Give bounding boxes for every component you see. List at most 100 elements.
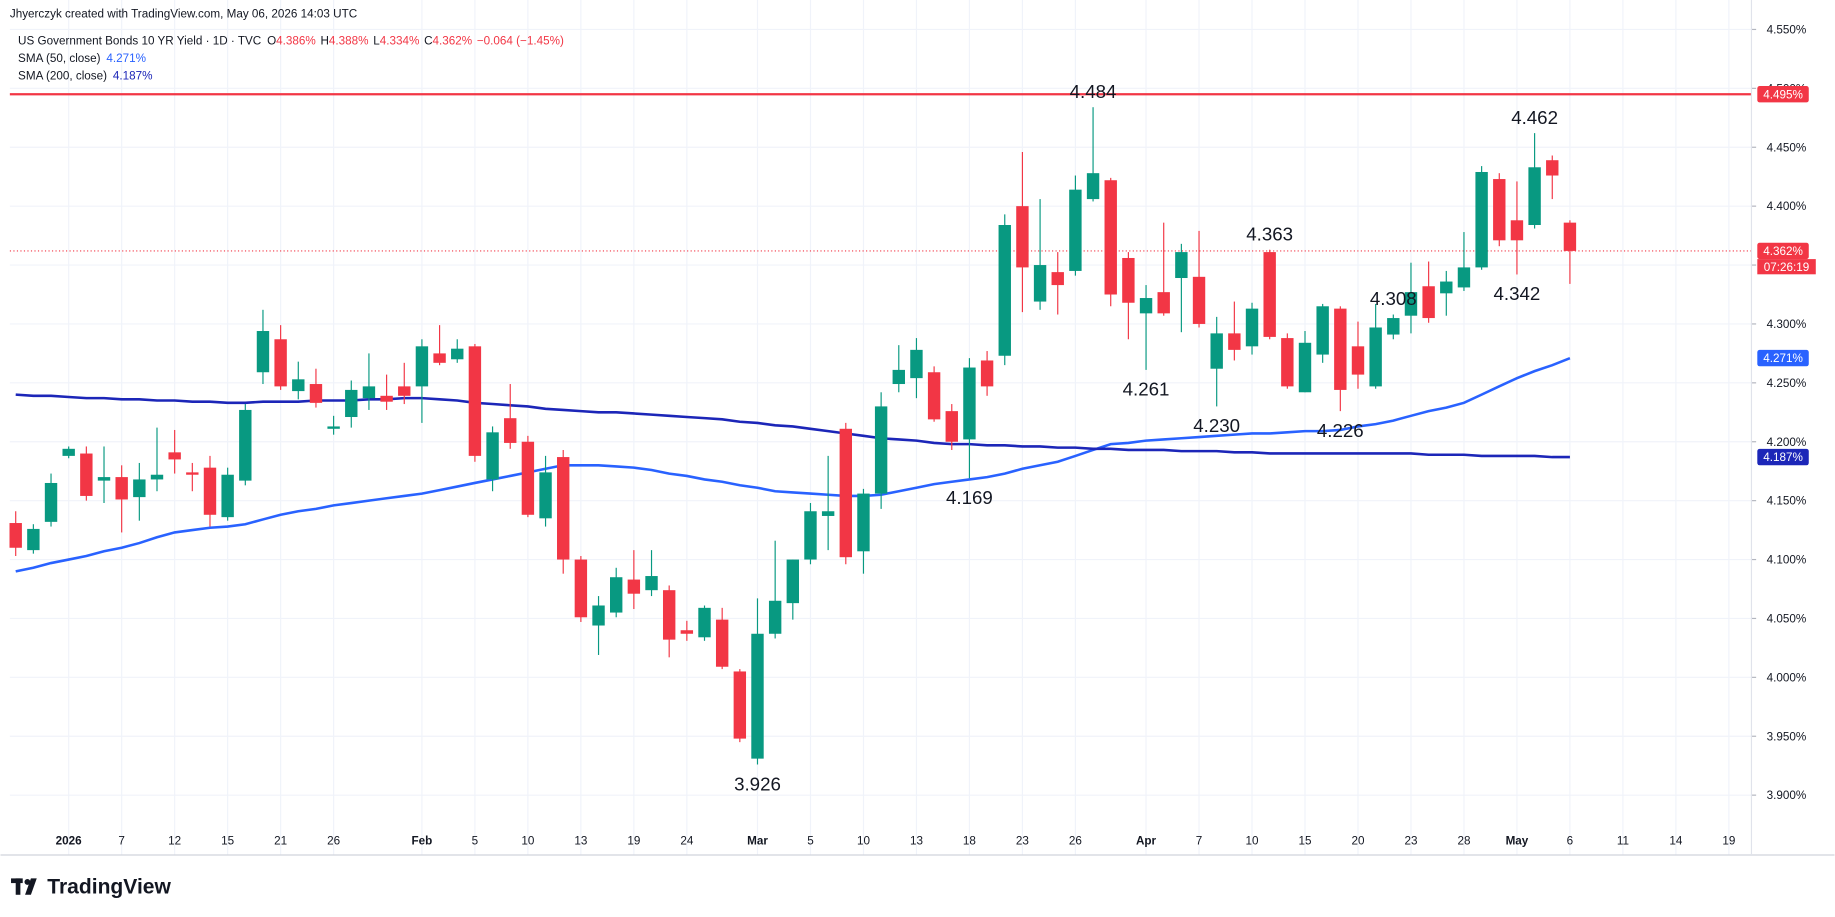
x-tick-label: 23 (1404, 834, 1417, 847)
x-tick-label: 15 (221, 834, 235, 847)
candle-body (557, 457, 570, 560)
candle-body (910, 349, 923, 379)
candle-body (327, 426, 340, 429)
candle-body (680, 630, 694, 634)
candle-body (1281, 338, 1294, 387)
x-tick-label: 11 (1617, 834, 1629, 847)
x-tick-label: 14 (1669, 834, 1683, 847)
annotation: 4.342 (1494, 283, 1541, 304)
candle-body (292, 379, 305, 392)
y-tick-label: 4.250% (1767, 377, 1807, 390)
candle-body (892, 369, 905, 385)
annotation: 4.462 (1511, 107, 1558, 128)
x-tick-label: 10 (521, 834, 535, 847)
candle-body (1387, 318, 1400, 335)
brand-logo: TradingView (11, 876, 172, 899)
candle-body (698, 607, 711, 638)
price-scale: 3.900% 3.950% 4.000% 4.050% 4.100% 4.150% 4.20… (1751, 24, 1816, 802)
ohlc-key: O (267, 34, 276, 47)
x-tick-label: 2026 (56, 834, 83, 847)
candle-body (1033, 265, 1047, 302)
annotation: 4.363 (1246, 223, 1293, 244)
candle-body (274, 339, 287, 387)
x-tick-label: Mar (747, 834, 768, 847)
candle-body (1528, 167, 1541, 225)
price-box (1757, 349, 1809, 367)
candle-body (133, 479, 146, 498)
price-box-label: 4.271% (1763, 352, 1803, 365)
candle-body (415, 346, 429, 387)
candle-body (380, 395, 393, 402)
candle-body (1086, 173, 1100, 200)
x-tick-label: 26 (1069, 834, 1082, 847)
candle-body (1546, 160, 1559, 176)
price-box (1757, 86, 1809, 103)
candle-body (786, 559, 800, 604)
candle-body (839, 428, 852, 558)
legend-sma: SMA (50, close) 4.271% (18, 52, 146, 65)
candle-body (574, 559, 588, 618)
candle-body (398, 386, 411, 396)
ohlc-key: H (320, 34, 328, 47)
ohlc-key: L (373, 34, 380, 47)
price-box-label: 4.362% (1763, 245, 1803, 258)
x-tick-label: 10 (857, 834, 871, 847)
sma-name: SMA (50, close) (18, 52, 101, 65)
credit: Jhyerczyk created with TradingView.com, … (10, 8, 357, 21)
annotation: 4.226 (1317, 420, 1364, 441)
candle-body (1440, 281, 1453, 294)
candle-body (1175, 252, 1188, 279)
y-tick-label: 4.450% (1767, 141, 1807, 154)
x-tick-label: 13 (574, 834, 587, 847)
x-tick-label: 7 (118, 834, 125, 847)
annotation: 4.308 (1370, 288, 1417, 309)
x-tick-label: 19 (1722, 834, 1735, 847)
candle-body (1422, 286, 1435, 319)
candle-body (645, 576, 658, 591)
candle-body (1139, 298, 1153, 314)
candle-body (610, 577, 623, 613)
x-tick-label: Feb (412, 834, 433, 847)
candle-body (1404, 292, 1418, 316)
ohlc-value: 4.334% (380, 34, 420, 47)
candle-body (1298, 342, 1312, 393)
y-tick-label: 4.400% (1767, 200, 1807, 213)
candle-body (1051, 272, 1064, 286)
candle-body (521, 441, 535, 515)
x-tick-label: May (1506, 834, 1529, 847)
ohlc-value: 4.388% (329, 34, 369, 47)
candle-body (768, 600, 782, 634)
candle-body (662, 590, 676, 640)
candle-body (733, 671, 747, 739)
x-tick-label: 6 (1567, 834, 1574, 847)
candle-body (433, 353, 446, 363)
y-tick-label: 4.050% (1767, 613, 1807, 626)
candle-body (468, 346, 482, 456)
logo-part (15, 878, 21, 895)
candle-body (1316, 306, 1329, 355)
brand: TradingView (47, 876, 171, 899)
candle-body (504, 418, 517, 443)
candle-body (150, 474, 164, 480)
candle-body (186, 472, 199, 475)
legend-symbol: US Government Bonds 10 YR Yield · 1D · T… (18, 34, 564, 47)
price-box-label: 4.495% (1763, 88, 1803, 101)
candle-body (80, 453, 93, 496)
candle-body (44, 482, 58, 522)
candle-body (963, 367, 976, 440)
candle-body (221, 474, 234, 518)
candle-body (1122, 257, 1135, 303)
price-box-label: 4.187% (1763, 451, 1803, 464)
logo-part (25, 878, 37, 895)
change: −0.064 (−1.45%) (477, 34, 564, 47)
candle-body (256, 331, 270, 373)
candle-body (451, 348, 464, 360)
x-tick-label: 15 (1298, 834, 1312, 847)
x-tick-label: 21 (274, 834, 287, 847)
candle-body (1069, 189, 1082, 271)
x-tick-label: 20 (1351, 834, 1365, 847)
x-tick-label: 10 (1246, 834, 1260, 847)
